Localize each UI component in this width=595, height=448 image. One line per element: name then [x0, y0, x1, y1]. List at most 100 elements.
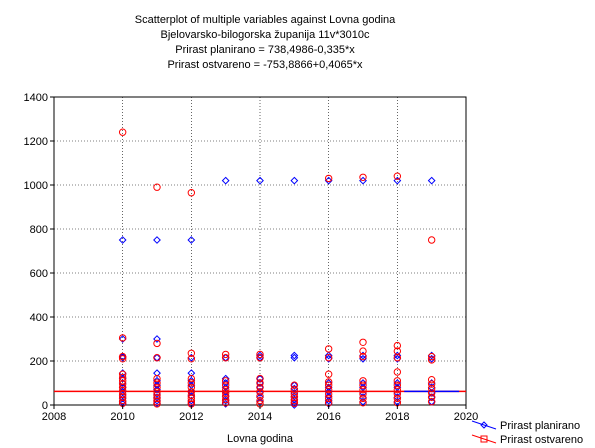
point-ostvareno [427, 380, 436, 388]
point-ostvareno [221, 377, 230, 385]
point-ostvareno [427, 352, 436, 361]
point-ostvareno [118, 334, 127, 342]
point-ostvareno [324, 354, 333, 362]
x-tick-label: 2016 [316, 411, 340, 423]
point-ostvareno [290, 396, 299, 405]
chart-title: Scatterplot of multiple variables agains… [134, 14, 396, 26]
x-axis: 2008 2010 2012 2014 2016 2018 2020 [42, 405, 478, 423]
point-planirano [256, 176, 264, 185]
point-ostvareno [256, 383, 264, 392]
point-ostvareno [427, 376, 436, 384]
point-ostvareno [221, 399, 230, 407]
point-ostvareno [393, 368, 402, 376]
point-ostvareno [187, 398, 196, 406]
point-ostvareno [187, 383, 196, 392]
point-ostvareno [256, 350, 264, 359]
legend-marker-square [480, 435, 488, 443]
point-planirano [256, 397, 264, 406]
point-ostvareno [359, 394, 367, 403]
point-ostvareno [393, 341, 402, 350]
point-ostvareno [359, 377, 367, 385]
legend: Prirast planirano Prirast ostvareno [471, 420, 583, 446]
point-ostvareno [393, 377, 402, 385]
point-ostvareno [221, 381, 230, 389]
point-ostvareno [427, 384, 436, 393]
point-ostvareno [324, 394, 333, 403]
point-planirano [256, 351, 264, 360]
point-ostvareno [427, 389, 436, 397]
point-planirano [324, 354, 333, 363]
point-ostvareno [256, 354, 264, 362]
y-tick-label: 800 [30, 224, 48, 236]
y-tick-label: 200 [30, 356, 48, 368]
point-planirano [153, 335, 161, 343]
point-planirano [359, 354, 367, 363]
point-ostvareno [153, 374, 161, 383]
point-ostvareno [427, 356, 436, 364]
point-planirano [221, 176, 230, 185]
legend-line [471, 434, 497, 444]
point-ostvareno [153, 383, 161, 392]
point-ostvareno [187, 349, 196, 357]
point-ostvareno [359, 173, 367, 182]
x-tick-label: 2014 [248, 411, 272, 423]
point-ostvareno [187, 374, 196, 383]
point-ostvareno [290, 399, 299, 407]
point-ostvareno [324, 345, 333, 353]
point-ostvareno [118, 396, 127, 405]
point-planirano [118, 335, 127, 343]
point-ostvareno [187, 379, 196, 387]
point-ostvareno [153, 339, 161, 348]
point-planirano [290, 401, 299, 409]
point-ostvareno [359, 381, 367, 389]
point-ostvareno [393, 394, 402, 403]
point-ostvareno [256, 392, 264, 400]
point-ostvareno [153, 394, 161, 403]
point-ostvareno [153, 183, 161, 191]
point-planirano [153, 399, 161, 408]
point-ostvareno [359, 347, 367, 355]
point-ostvareno [256, 388, 264, 396]
point-planirano [324, 176, 333, 185]
point-ostvareno [290, 385, 299, 394]
point-ostvareno [324, 385, 333, 394]
x-tick-label: 2010 [110, 411, 134, 423]
point-planirano [153, 369, 161, 378]
equation-planirano: Prirast planirano = 738,4986-0,335*x [175, 44, 355, 56]
chart-titles: Scatterplot of multiple variables agains… [60, 13, 470, 73]
point-ostvareno [118, 128, 127, 136]
point-ostvareno [324, 174, 333, 183]
point-planirano [256, 388, 264, 397]
data-points [118, 128, 436, 409]
point-ostvareno [256, 374, 264, 383]
chart-subtitle: Bjelovarsko-bilogorska županija 11v*3010… [160, 29, 370, 41]
point-ostvareno [256, 396, 264, 405]
point-planirano [221, 399, 230, 408]
point-ostvareno [324, 390, 333, 398]
point-ostvareno [221, 350, 230, 359]
point-planirano [118, 394, 127, 403]
y-tick-label: 1400 [24, 92, 48, 104]
x-tick-label: 2018 [385, 411, 409, 423]
x-tick-label: 2012 [179, 411, 203, 423]
y-tick-label: 1000 [24, 180, 48, 192]
point-planirano [221, 383, 230, 392]
point-ostvareno [118, 352, 127, 361]
point-ostvareno [153, 398, 161, 406]
point-ostvareno [187, 189, 196, 197]
point-ostvareno [427, 398, 436, 406]
y-axis: 0 200 400 600 800 1000 1200 1400 [24, 92, 54, 412]
point-ostvareno [393, 390, 402, 398]
y-tick-label: 600 [30, 268, 48, 280]
point-ostvareno [221, 395, 230, 404]
point-planirano [393, 351, 402, 360]
legend-label: Prirast planirano [500, 420, 580, 432]
point-ostvareno [324, 378, 333, 386]
point-ostvareno [290, 381, 299, 389]
point-ostvareno [187, 355, 196, 363]
point-ostvareno [153, 354, 161, 362]
y-tick-label: 0 [42, 400, 48, 412]
point-ostvareno [118, 355, 127, 363]
point-planirano [153, 385, 161, 394]
legend-line [471, 420, 497, 430]
